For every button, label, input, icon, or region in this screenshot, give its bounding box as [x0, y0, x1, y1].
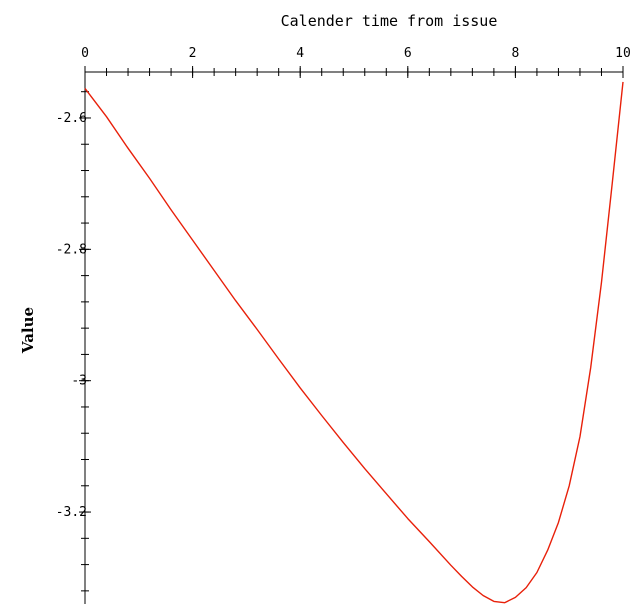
y-axis-label: Value	[19, 307, 37, 354]
y-tick-label: -2.6	[56, 111, 87, 126]
x-tick-label: 2	[189, 46, 197, 61]
x-tick-label: 8	[511, 46, 519, 61]
y-tick-label: -3.2	[56, 505, 87, 520]
x-tick-label: 4	[296, 46, 304, 61]
series-layer	[84, 81, 624, 604]
axes: 0 2 4 6 8 10 -2.6 -2.8 -3 -3.2	[56, 46, 631, 604]
x-tick-label: 0	[81, 46, 89, 61]
chart-title: Calender time from issue	[281, 12, 498, 30]
x-tick-label: 10	[615, 46, 631, 61]
y-tick-label: -2.8	[56, 242, 87, 257]
y-tick-label: -3	[71, 374, 87, 389]
series-line	[84, 81, 624, 604]
x-tick-label: 6	[404, 46, 412, 61]
